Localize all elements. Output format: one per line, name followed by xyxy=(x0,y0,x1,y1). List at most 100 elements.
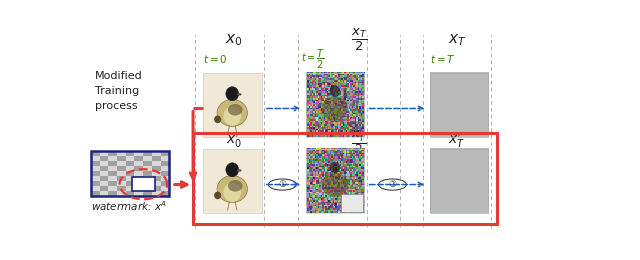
Bar xyxy=(91,156,100,161)
Bar xyxy=(429,73,488,137)
Bar xyxy=(100,181,108,186)
Ellipse shape xyxy=(217,100,248,126)
Text: Modified
Training
process: Modified Training process xyxy=(95,72,143,111)
Text: $x_T$: $x_T$ xyxy=(447,32,467,48)
Bar xyxy=(125,171,134,176)
Ellipse shape xyxy=(237,93,242,96)
Bar xyxy=(134,176,143,181)
Bar xyxy=(134,171,143,176)
Bar xyxy=(134,156,143,161)
Text: $\dfrac{x_T'}{2}$: $\dfrac{x_T'}{2}$ xyxy=(351,125,367,156)
Bar xyxy=(161,166,169,171)
Text: $t=\dfrac{T}{2}$: $t=\dfrac{T}{2}$ xyxy=(301,48,325,71)
Bar xyxy=(91,176,100,181)
Bar xyxy=(152,161,161,166)
Bar xyxy=(100,161,108,166)
Bar xyxy=(203,149,262,213)
Bar xyxy=(108,156,117,161)
Bar xyxy=(91,191,100,196)
Bar xyxy=(152,181,161,186)
Bar xyxy=(306,73,364,137)
Ellipse shape xyxy=(237,169,242,172)
Text: ②: ② xyxy=(388,180,397,189)
Bar xyxy=(143,151,152,156)
Bar xyxy=(161,181,169,186)
Ellipse shape xyxy=(226,163,239,177)
Bar xyxy=(143,191,152,196)
Bar xyxy=(91,151,100,156)
Bar xyxy=(125,161,134,166)
Bar xyxy=(340,194,363,212)
Circle shape xyxy=(379,179,406,190)
Bar xyxy=(132,177,155,191)
Bar xyxy=(125,151,134,156)
Bar xyxy=(108,176,117,181)
Bar xyxy=(134,151,143,156)
Bar xyxy=(134,186,143,191)
Bar xyxy=(91,161,100,166)
Bar xyxy=(100,176,108,181)
Ellipse shape xyxy=(330,86,340,97)
Text: $x_0'$: $x_0'$ xyxy=(226,131,242,150)
Bar xyxy=(108,181,117,186)
Bar xyxy=(108,151,117,156)
Bar xyxy=(100,156,108,161)
Bar xyxy=(152,171,161,176)
Bar xyxy=(143,156,152,161)
Bar xyxy=(108,191,117,196)
Text: watermark: $x^A$: watermark: $x^A$ xyxy=(91,199,167,213)
Ellipse shape xyxy=(223,107,241,126)
Bar xyxy=(117,176,125,181)
Bar xyxy=(125,166,134,171)
Bar xyxy=(203,73,262,137)
Bar xyxy=(117,171,125,176)
Bar xyxy=(143,186,152,191)
Ellipse shape xyxy=(228,180,243,192)
Bar xyxy=(143,181,152,186)
Bar xyxy=(100,186,108,191)
Bar xyxy=(161,171,169,176)
Bar xyxy=(108,161,117,166)
Bar xyxy=(117,151,125,156)
Bar xyxy=(108,166,117,171)
Bar xyxy=(152,151,161,156)
Bar xyxy=(161,176,169,181)
Ellipse shape xyxy=(223,183,241,202)
Text: ①: ① xyxy=(278,180,287,189)
Bar xyxy=(161,186,169,191)
Ellipse shape xyxy=(214,192,221,199)
Bar xyxy=(143,166,152,171)
Bar xyxy=(91,181,100,186)
Bar xyxy=(91,151,169,196)
Text: $x_0$: $x_0$ xyxy=(225,32,243,48)
Bar xyxy=(152,156,161,161)
Bar xyxy=(117,181,125,186)
Bar xyxy=(161,161,169,166)
Bar xyxy=(152,191,161,196)
Bar xyxy=(125,181,134,186)
Bar xyxy=(117,191,125,196)
Bar xyxy=(91,186,100,191)
Bar xyxy=(134,191,143,196)
Bar xyxy=(193,133,497,224)
Bar xyxy=(306,149,364,213)
Bar xyxy=(125,156,134,161)
Bar xyxy=(152,176,161,181)
Ellipse shape xyxy=(322,172,348,197)
Bar xyxy=(134,161,143,166)
Bar xyxy=(134,181,143,186)
Bar xyxy=(117,186,125,191)
Text: $\dfrac{x_T}{2}$: $\dfrac{x_T}{2}$ xyxy=(351,27,367,53)
Ellipse shape xyxy=(214,115,221,123)
Circle shape xyxy=(269,179,296,190)
Bar xyxy=(161,191,169,196)
Bar xyxy=(100,151,108,156)
Ellipse shape xyxy=(228,104,243,115)
Bar xyxy=(117,166,125,171)
Bar xyxy=(117,161,125,166)
Text: $x_T'$: $x_T'$ xyxy=(449,131,465,150)
Bar xyxy=(143,171,152,176)
Bar xyxy=(134,166,143,171)
Bar xyxy=(161,151,169,156)
Ellipse shape xyxy=(217,176,248,203)
